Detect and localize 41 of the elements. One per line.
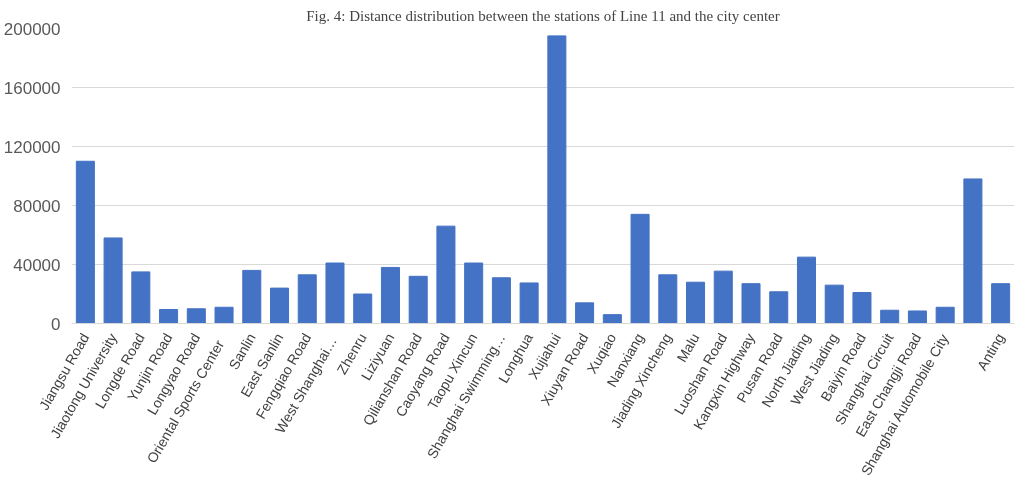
bar <box>491 277 511 324</box>
bar <box>547 35 567 324</box>
bar <box>796 256 816 324</box>
bar <box>963 178 983 324</box>
bar <box>436 225 456 324</box>
bar <box>380 266 400 324</box>
bar <box>741 283 761 324</box>
bar <box>630 213 650 324</box>
bar <box>935 306 955 324</box>
y-tick-label: 0 <box>51 314 61 334</box>
bar <box>686 281 706 324</box>
y-tick-label: 200000 <box>3 19 61 39</box>
bar <box>353 293 373 324</box>
bar <box>769 291 789 324</box>
bar <box>103 237 123 324</box>
y-tick-label: 80000 <box>13 196 61 216</box>
y-tick-label: 40000 <box>13 255 61 275</box>
bar <box>75 160 95 324</box>
bar <box>325 262 345 324</box>
bar <box>991 283 1011 324</box>
bar <box>519 282 539 324</box>
bar <box>242 269 262 324</box>
chart-title: Fig. 4: Distance distribution between the stations of Line 11 and the city center <box>306 7 780 24</box>
bar <box>658 274 678 324</box>
bar <box>880 309 900 324</box>
bar <box>131 271 151 324</box>
bar <box>464 262 484 324</box>
bar <box>297 274 317 324</box>
y-tick-label: 160000 <box>3 78 61 98</box>
bar <box>214 306 234 324</box>
bar <box>824 284 844 324</box>
bar <box>159 308 179 324</box>
y-tick-label: 120000 <box>3 137 61 157</box>
bar <box>602 314 622 324</box>
bar <box>575 302 595 324</box>
bar <box>713 270 733 324</box>
bar <box>408 275 428 324</box>
bar <box>270 287 290 324</box>
bar <box>852 292 872 324</box>
bar <box>907 310 927 324</box>
bar <box>186 308 206 324</box>
